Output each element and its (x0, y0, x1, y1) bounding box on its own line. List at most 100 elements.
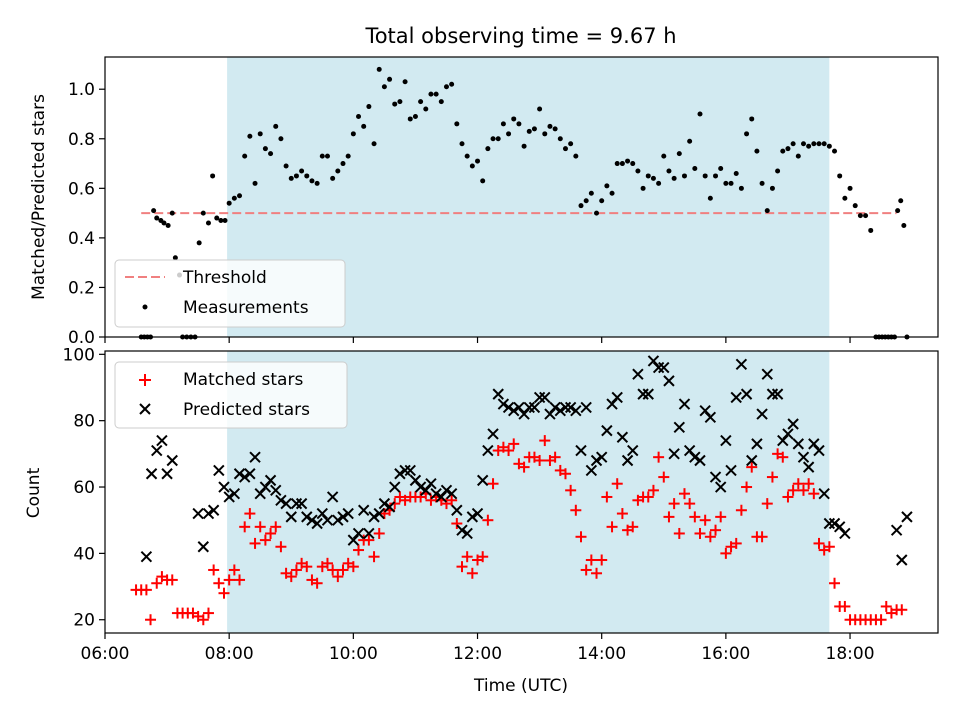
measurement-point (268, 151, 274, 157)
count-y-tick-label: 60 (73, 478, 95, 498)
matched-legend-label: Matched stars (183, 370, 303, 390)
measurement-point (754, 148, 760, 154)
matched-star-point (311, 577, 323, 589)
predicted-star-point (694, 454, 706, 467)
matched-star-point (813, 537, 825, 549)
measurement-point (738, 185, 744, 191)
ratio-x-ticks (104, 337, 851, 343)
measurement-point (842, 195, 848, 201)
measurement-point (568, 141, 574, 147)
measurement-point (790, 141, 796, 147)
measurement-point (252, 180, 258, 186)
count-x-tick-label: 14:00 (577, 644, 626, 664)
predicted-star-point (425, 477, 437, 490)
predicted-star-point (544, 408, 556, 420)
count-x-ticks: 06:00 08:00 10:00 12:00 14:00 16:00 18:00 (81, 633, 875, 664)
predicted-star-point (368, 511, 380, 523)
matched-star-point (275, 541, 287, 553)
count-legend: Matched stars Predicted stars (114, 361, 348, 429)
measurement-point (832, 148, 838, 154)
matched-star-point (792, 478, 804, 490)
predicted-star-point (301, 511, 313, 523)
measurement-point (464, 153, 470, 159)
predicted-star-point (714, 481, 727, 493)
matched-star-point (684, 498, 696, 510)
matched-star-point (332, 571, 344, 583)
matched-star-point (151, 577, 163, 589)
measurement-point (210, 173, 216, 179)
matched-star-point (244, 508, 256, 520)
matched-star-point (596, 554, 608, 566)
measurement-point (901, 222, 907, 228)
measurement-point (707, 195, 713, 201)
predicted-legend-label: Predicted stars (183, 400, 310, 420)
predicted-star-point (456, 524, 468, 536)
matched-star-point (234, 574, 246, 586)
matched-star-point (503, 445, 515, 457)
matched-star-point (823, 541, 835, 553)
matched-star-point (704, 531, 716, 543)
measurement-point (165, 222, 171, 228)
predicted-star-point (440, 484, 453, 497)
matched-star-point (658, 471, 670, 483)
measurement-point (169, 210, 175, 216)
predicted-star-point (218, 481, 230, 493)
measurement-point (562, 146, 568, 152)
predicted-star-point (564, 401, 577, 414)
matched-star-point (518, 461, 530, 473)
measurement-point (231, 195, 237, 201)
matched-star-point (673, 527, 685, 539)
measurement-point (687, 138, 693, 144)
matched-star-point (616, 508, 628, 520)
measurement-point (713, 173, 719, 179)
predicted-star-point (823, 517, 836, 530)
predicted-star-point (513, 401, 525, 414)
matched-star-point (591, 567, 603, 579)
matched-star-point (559, 468, 571, 480)
measurement-point (335, 168, 341, 174)
measurement-point (309, 178, 315, 184)
measurement-point (733, 170, 739, 176)
matched-star-point (839, 600, 851, 612)
predicted-star-point (352, 527, 365, 540)
measurement-point (578, 203, 584, 209)
measurement-point (392, 101, 398, 107)
measurement-point (407, 116, 413, 122)
measurement-point (692, 166, 698, 172)
matched-star-point (699, 514, 711, 526)
measurement-point (438, 99, 444, 105)
predicted-star-point (595, 451, 608, 463)
predicted-star-point (709, 471, 722, 483)
measurement-point (857, 213, 863, 219)
predicted-star-point (699, 405, 711, 417)
predicted-star-point (466, 511, 479, 523)
predicted-star-point (782, 428, 794, 440)
measurement-point (800, 141, 806, 147)
matched-star-point (570, 504, 582, 516)
matched-star-point (456, 561, 468, 573)
matched-star-point (487, 478, 499, 490)
predicted-star-point (373, 507, 385, 520)
measurement-point (319, 153, 325, 159)
measurement-point (500, 121, 506, 127)
predicted-star-point (223, 491, 235, 503)
measurement-point (769, 185, 775, 191)
measurement-point (299, 168, 305, 174)
measurement-point (278, 136, 284, 142)
ratio-panel: 0.0 0.2 0.4 0.6 0.8 1.0 Matched/Predicted sta… (29, 56, 939, 348)
measurement-point (433, 91, 439, 97)
measurement-point (324, 153, 330, 159)
predicted-star-point (378, 497, 391, 510)
measurement-point (495, 136, 501, 142)
measurement-point (671, 175, 677, 181)
measurement-point (454, 121, 460, 127)
matched-star-point (249, 537, 261, 549)
matched-star-point (766, 471, 778, 483)
ratio-legend: Threshold Measurements (114, 259, 346, 328)
predicted-star-point (389, 481, 401, 493)
measurement-point (547, 123, 553, 129)
matched-star-point (710, 524, 722, 536)
predicted-star-point (647, 355, 660, 367)
measurement-point (583, 198, 589, 204)
predicted-star-point (735, 358, 748, 370)
